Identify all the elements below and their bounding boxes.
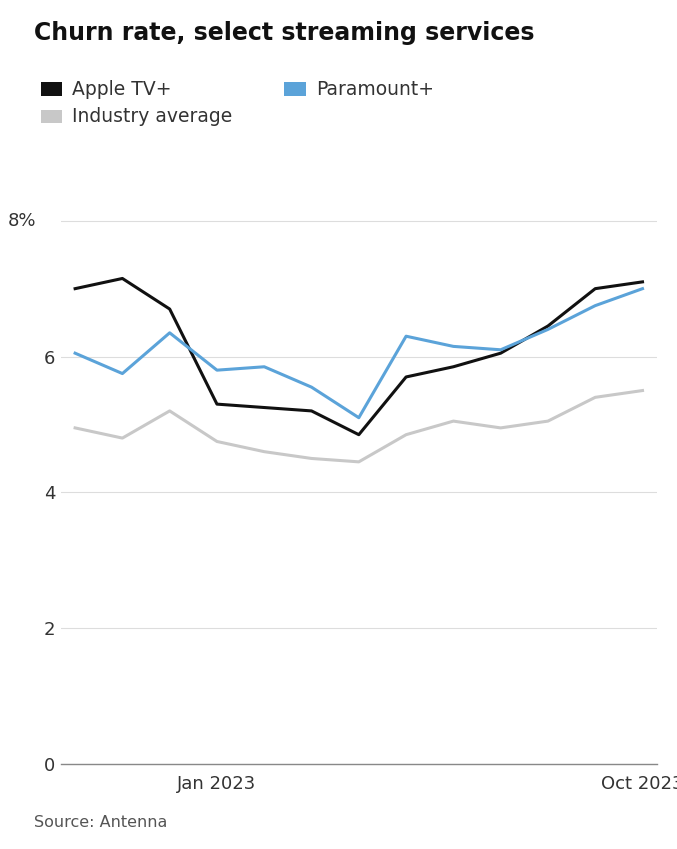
Text: Industry average: Industry average: [72, 107, 233, 126]
Text: Source: Antenna: Source: Antenna: [34, 815, 167, 830]
Text: Apple TV+: Apple TV+: [72, 80, 172, 98]
Text: 8%: 8%: [7, 211, 36, 230]
Text: Paramount+: Paramount+: [316, 80, 434, 98]
Text: Churn rate, select streaming services: Churn rate, select streaming services: [34, 21, 534, 45]
